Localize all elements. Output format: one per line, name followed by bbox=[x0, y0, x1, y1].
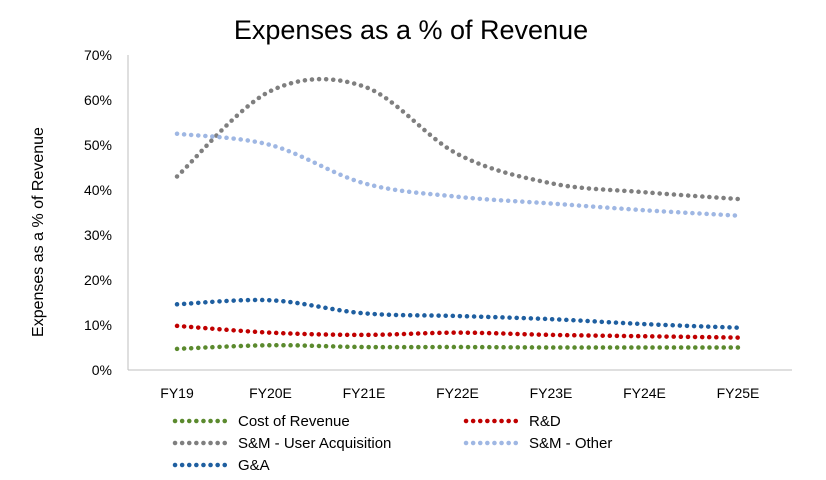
legend-label: R&D bbox=[529, 413, 561, 430]
x-tick-label: FY21E bbox=[343, 385, 386, 401]
series-line-0 bbox=[174, 342, 741, 352]
y-tick-label: 10% bbox=[84, 317, 112, 333]
x-tick-label: FY24E bbox=[623, 385, 666, 401]
y-tick-label: 20% bbox=[84, 272, 112, 288]
x-tick-label: FY19 bbox=[160, 385, 194, 401]
series-line-1 bbox=[174, 323, 741, 340]
series-line-2 bbox=[174, 76, 741, 202]
x-tick-label: FY23E bbox=[530, 385, 573, 401]
legend-label: G&A bbox=[238, 457, 270, 474]
y-tick-label: 0% bbox=[92, 362, 112, 378]
legend-label: S&M - User Acquisition bbox=[238, 435, 391, 452]
series-line-3 bbox=[174, 131, 741, 218]
chart-title: Expenses as a % of Revenue bbox=[234, 15, 588, 45]
y-tick-label: 30% bbox=[84, 227, 112, 243]
x-tick-label: FY25E bbox=[717, 385, 760, 401]
y-tick-label: 50% bbox=[84, 137, 112, 153]
x-tick-label: FY20E bbox=[249, 385, 292, 401]
x-tick-label: FY22E bbox=[436, 385, 479, 401]
y-tick-label: 60% bbox=[84, 92, 112, 108]
series-lines bbox=[174, 76, 741, 352]
legend-label: Cost of Revenue bbox=[238, 413, 350, 430]
y-tick-labels: 0% 10% 20% 30% 40% 50% 60% 70% bbox=[84, 47, 112, 378]
series-line-4 bbox=[174, 297, 741, 330]
legend: Cost of Revenue R&D S&M - User Acquisition… bbox=[172, 413, 612, 474]
y-axis-label: Expenses as a % of Revenue bbox=[30, 127, 47, 337]
legend-label: S&M - Other bbox=[529, 435, 612, 452]
x-tick-labels: FY19 FY20E FY21E FY22E FY23E FY24E FY25E bbox=[160, 385, 759, 401]
y-tick-label: 40% bbox=[84, 182, 112, 198]
y-tick-label: 70% bbox=[84, 47, 112, 63]
